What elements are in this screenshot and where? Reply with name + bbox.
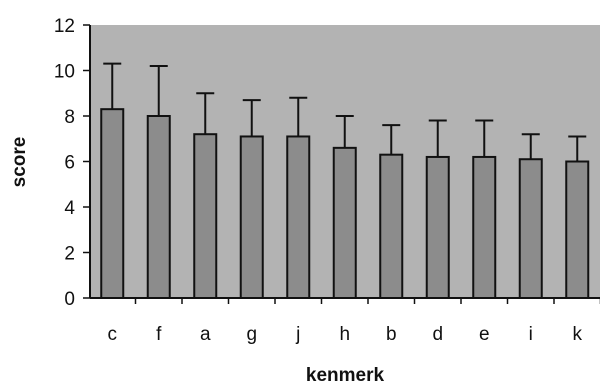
bars-group	[100, 108, 590, 299]
x-tick-label-c: c	[108, 324, 118, 345]
x-tick-label-e: e	[479, 324, 490, 345]
y-tick-label: 4	[64, 198, 75, 219]
bar-f	[146, 115, 171, 299]
x-tick-label-d: d	[432, 324, 443, 345]
bar-h	[332, 146, 357, 299]
y-tick-label: 10	[54, 62, 75, 83]
bar-d	[425, 155, 450, 299]
x-tick-label-k: k	[573, 324, 583, 345]
error-bars-group	[103, 62, 587, 162]
bar-c	[100, 108, 125, 299]
x-tick-label-j: j	[295, 324, 300, 345]
y-ticks-group: 0 2 4 6 8 10 12	[54, 16, 90, 310]
x-tick-label-a: a	[200, 324, 211, 345]
x-tick-label-b: b	[386, 324, 397, 345]
x-tick-label-h: h	[339, 324, 350, 345]
bar-k	[565, 160, 590, 299]
x-tick-label-i: i	[529, 324, 533, 345]
y-axis-title: score	[9, 137, 30, 188]
bar-i	[518, 158, 543, 299]
y-tick-label: 2	[64, 244, 75, 265]
bar-a	[193, 133, 218, 299]
y-tick-label: 8	[64, 107, 75, 128]
bar-b	[379, 153, 404, 299]
bar-j	[286, 135, 311, 299]
bar-g	[239, 135, 264, 299]
y-tick-label: 12	[54, 16, 75, 37]
x-tick-label-f: f	[156, 324, 162, 345]
y-tick-label: 0	[64, 289, 75, 310]
bar-e	[472, 155, 497, 299]
y-tick-label: 6	[64, 153, 75, 174]
x-tick-label-g: g	[246, 324, 257, 345]
x-axis-title: kenmerk	[306, 365, 385, 386]
